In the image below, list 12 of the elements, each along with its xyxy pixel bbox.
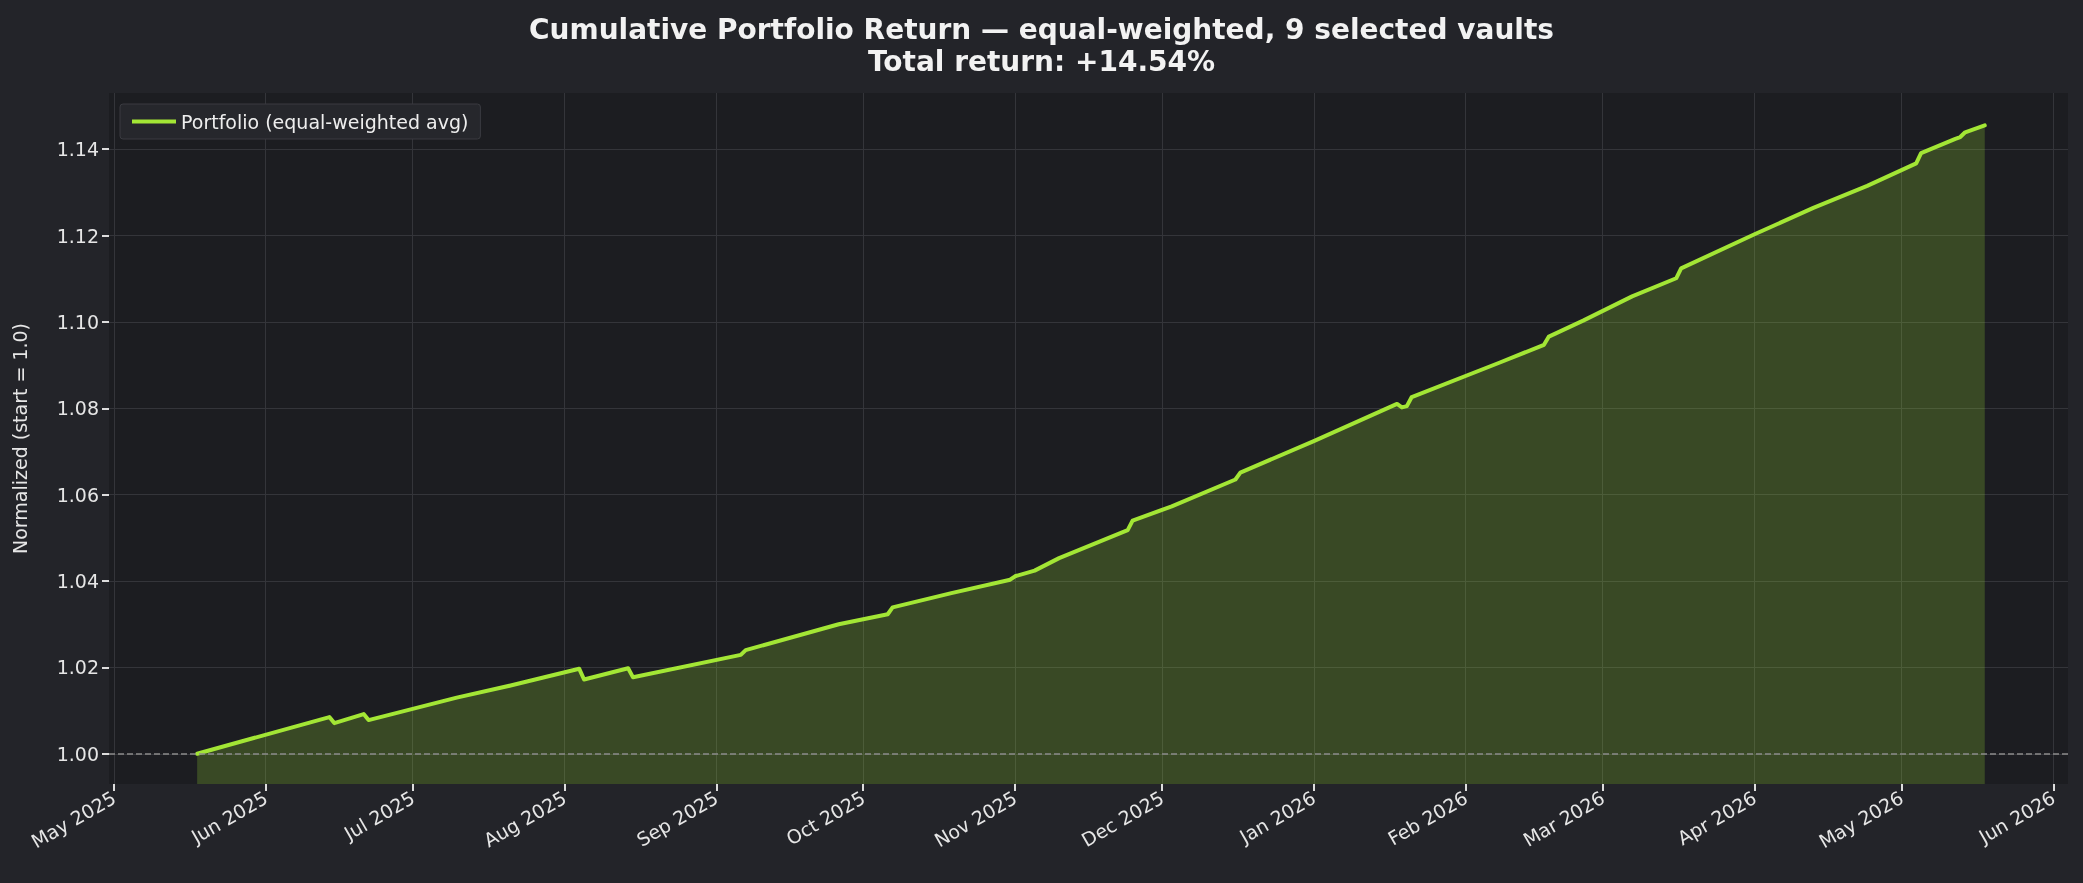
chart-subtitle: Total return: +14.54%: [867, 44, 1216, 78]
legend-label: Portfolio (equal-weighted avg): [181, 110, 469, 133]
chart-title: Cumulative Portfolio Return — equal-weighted, 9 selected vaults: [529, 12, 1554, 46]
y-tick-label: 1.06: [56, 483, 99, 506]
y-tick-label: 1.14: [56, 138, 99, 161]
y-axis-title: Normalized (start = 1.0): [8, 322, 31, 555]
y-tick-label: 1.04: [56, 570, 99, 593]
y-tick-label: 1.02: [56, 656, 99, 679]
y-tick-label: 1.00: [56, 742, 99, 765]
y-tick-label: 1.08: [56, 397, 99, 420]
y-tick-label: 1.12: [56, 224, 99, 247]
y-tick-label: 1.10: [56, 310, 99, 333]
